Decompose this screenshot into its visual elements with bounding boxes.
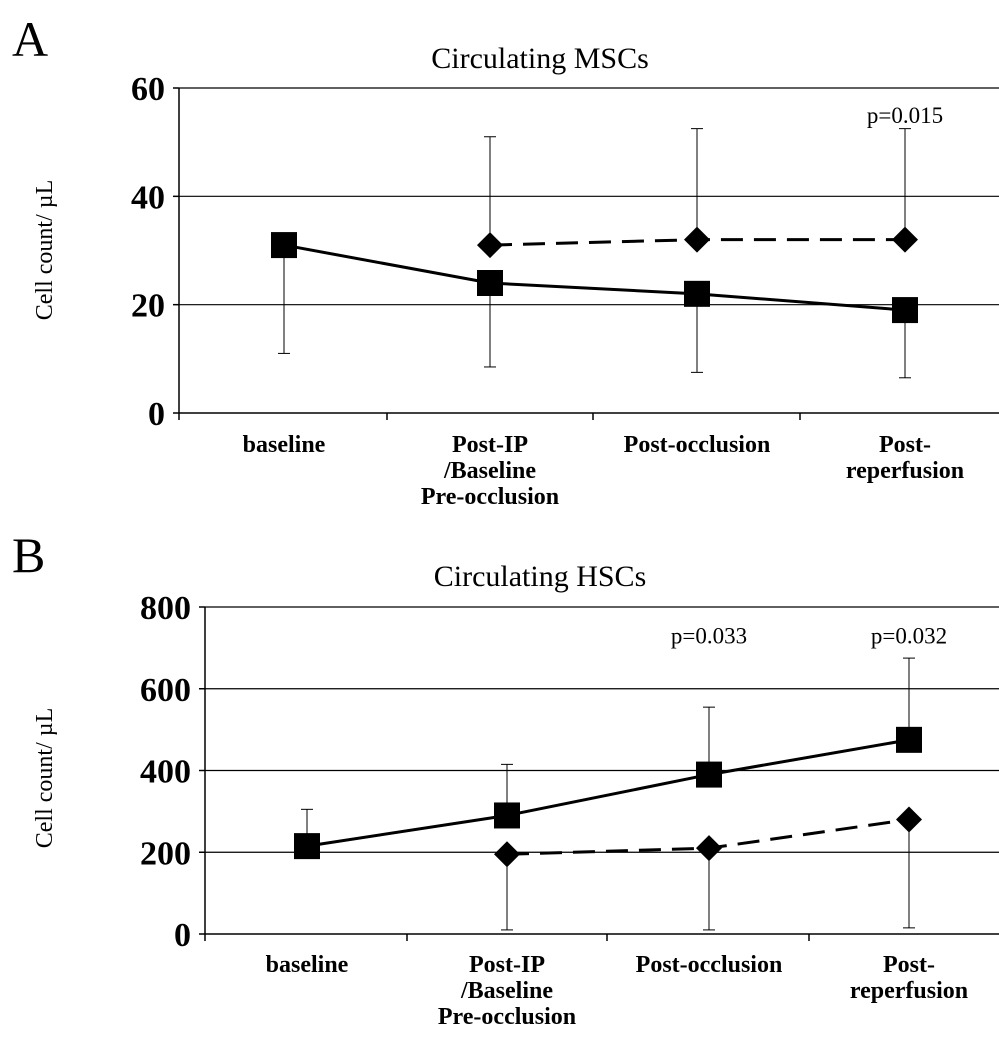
series-line — [283, 243, 906, 312]
x-tick-label: Post-occlusion — [636, 952, 783, 978]
chart-title: Circulating HSCs — [434, 560, 647, 593]
chart-title: Circulating MSCs — [431, 42, 649, 75]
panel-a: A Circulating MSCs Cell count/ µL 0 20 40 6… — [12, 11, 999, 510]
data-point-square — [696, 761, 722, 788]
series-line — [306, 738, 910, 848]
plot-area: 0 20 40 60 baseline Post-IP/Baseline Pre-occlu… — [131, 71, 999, 510]
y-tick-label: 600 — [140, 672, 191, 709]
y-tick-label: 400 — [140, 754, 191, 791]
y-axis-label: Cell count/ µL — [32, 708, 58, 848]
x-tick-label: baseline — [266, 952, 349, 978]
y-tick-label: 60 — [131, 71, 165, 108]
data-point-diamond — [684, 226, 710, 253]
p-value-annotation: p=0.033 — [671, 624, 747, 649]
data-point-diamond — [477, 232, 503, 259]
y-axis-label: Cell count/ µL — [32, 180, 58, 320]
data-point-diamond — [896, 806, 922, 833]
data-point-diamond — [696, 835, 722, 862]
data-point-square — [896, 726, 922, 753]
data-point-square — [294, 833, 320, 860]
y-tick-label: 200 — [140, 835, 191, 872]
x-tick-label: Post-occlusion — [624, 432, 771, 458]
panel-letter: A — [12, 11, 48, 67]
p-value-annotation: p=0.015 — [867, 103, 943, 128]
data-point-square — [477, 270, 503, 296]
data-point-diamond — [892, 226, 918, 253]
y-tick-label: 0 — [174, 917, 191, 954]
p-value-annotation: p=0.032 — [871, 624, 947, 649]
x-tick-label: baseline — [243, 432, 326, 458]
x-tick-label: Post-IP/Baseline Pre-occlusion — [438, 952, 576, 1030]
data-point-square — [271, 232, 297, 259]
y-tick-label: 40 — [131, 179, 165, 216]
data-point-square — [684, 280, 710, 307]
panel-b: B Circulating HSCs Cell count/ µL 0 200 40… — [12, 527, 999, 1030]
y-tick-label: 0 — [148, 396, 165, 433]
plot-area: 0 200 400 600 800 baseline Post-IP/Baseline Pre… — [140, 590, 999, 1030]
panel-letter: B — [12, 527, 45, 583]
x-tick-label: Post-reperfusion — [850, 952, 968, 1004]
data-point-square — [494, 802, 520, 829]
x-tick-label: Post-reperfusion — [846, 432, 964, 484]
x-tick-label: Post-IP/Baseline Pre-occlusion — [421, 432, 559, 510]
data-point-square — [892, 297, 918, 324]
y-tick-label: 20 — [131, 288, 165, 325]
data-point-diamond — [494, 841, 520, 868]
y-tick-label: 800 — [140, 590, 191, 627]
